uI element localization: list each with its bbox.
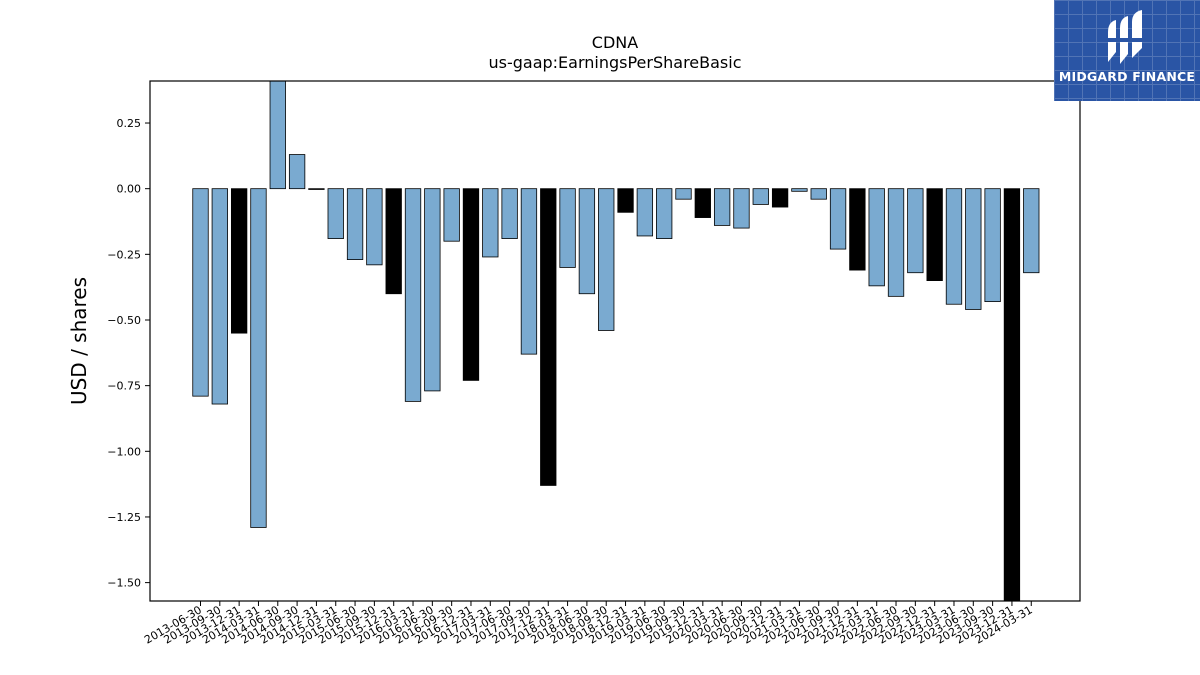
bar-2021-03-31 — [791, 188, 808, 192]
bar-2016-09-30 — [443, 188, 460, 242]
bar-2015-06-30 — [346, 188, 364, 260]
bar-2019-09-30 — [675, 188, 692, 200]
bar-2015-03-31 — [327, 188, 344, 239]
bar-2016-03-31 — [404, 188, 422, 402]
bar-2018-06-30 — [578, 188, 596, 295]
bar-2021-09-30 — [829, 188, 847, 250]
bar-2022-12-31 — [926, 188, 943, 281]
y-tick-label: 0.25 — [117, 117, 142, 130]
midgard-logo-mark-icon — [1106, 10, 1146, 64]
bar-2019-03-31 — [636, 188, 654, 237]
bar-2017-09-30 — [520, 188, 538, 355]
bar-2021-12-31 — [849, 188, 866, 271]
chart-subtitle: us-gaap:EarningsPerShareBasic — [488, 53, 742, 72]
bar-2022-03-31 — [868, 188, 885, 287]
bar-2021-06-30 — [810, 188, 827, 200]
bar-2014-06-30 — [269, 81, 286, 190]
bar-2014-09-30 — [288, 154, 306, 190]
bar-2020-06-30 — [733, 188, 750, 229]
bar-2015-12-31 — [385, 188, 402, 295]
bar-2014-12-31 — [308, 188, 325, 190]
bar-2014-03-31 — [250, 188, 267, 528]
logo-text: MIDGARD FINANCE — [1058, 69, 1196, 84]
bar-2016-06-30 — [424, 188, 441, 392]
bar-2016-12-31 — [462, 188, 480, 381]
y-tick-label: −0.25 — [107, 248, 141, 261]
plot-frame — [149, 80, 1081, 602]
bar-2023-09-30 — [984, 188, 1001, 303]
bar-2023-06-30 — [965, 188, 982, 310]
y-tick-label: −1.50 — [107, 577, 141, 590]
bar-2018-03-31 — [559, 188, 576, 268]
bar-2020-09-30 — [752, 188, 769, 205]
y-axis-label: USD / shares — [67, 276, 91, 406]
chart-title: CDNA — [591, 33, 639, 52]
bar-2019-12-31 — [694, 188, 711, 218]
y-tick-label: 0.00 — [117, 183, 142, 196]
bar-2017-03-31 — [482, 188, 499, 258]
midgard-finance-logo: MIDGARD FINANCE — [1054, 0, 1200, 101]
y-tick-label: −1.00 — [107, 445, 141, 458]
bar-2013-12-31 — [230, 188, 248, 334]
bar-2018-09-30 — [598, 188, 615, 331]
bar-2020-12-31 — [771, 188, 789, 208]
bar-2013-09-30 — [211, 188, 228, 405]
bar-2017-12-31 — [540, 188, 557, 486]
bar-2024-03-31 — [1023, 188, 1040, 274]
y-tick-label: −1.25 — [107, 511, 141, 524]
bar-2023-12-31 — [1003, 188, 1021, 601]
bar-2020-03-31 — [713, 188, 731, 226]
bar-2023-03-31 — [945, 188, 963, 305]
y-tick-label: −0.50 — [107, 314, 141, 327]
bar-2013-06-30 — [192, 188, 209, 397]
bar-2022-06-30 — [887, 188, 905, 297]
bars-group — [192, 81, 1040, 601]
y-tick-label: −0.75 — [107, 380, 141, 393]
bar-2019-06-30 — [656, 188, 673, 239]
bar-2018-12-31 — [617, 188, 634, 213]
bar-2015-09-30 — [366, 188, 383, 266]
bar-2022-09-30 — [907, 188, 924, 274]
bar-2017-06-30 — [501, 188, 518, 239]
